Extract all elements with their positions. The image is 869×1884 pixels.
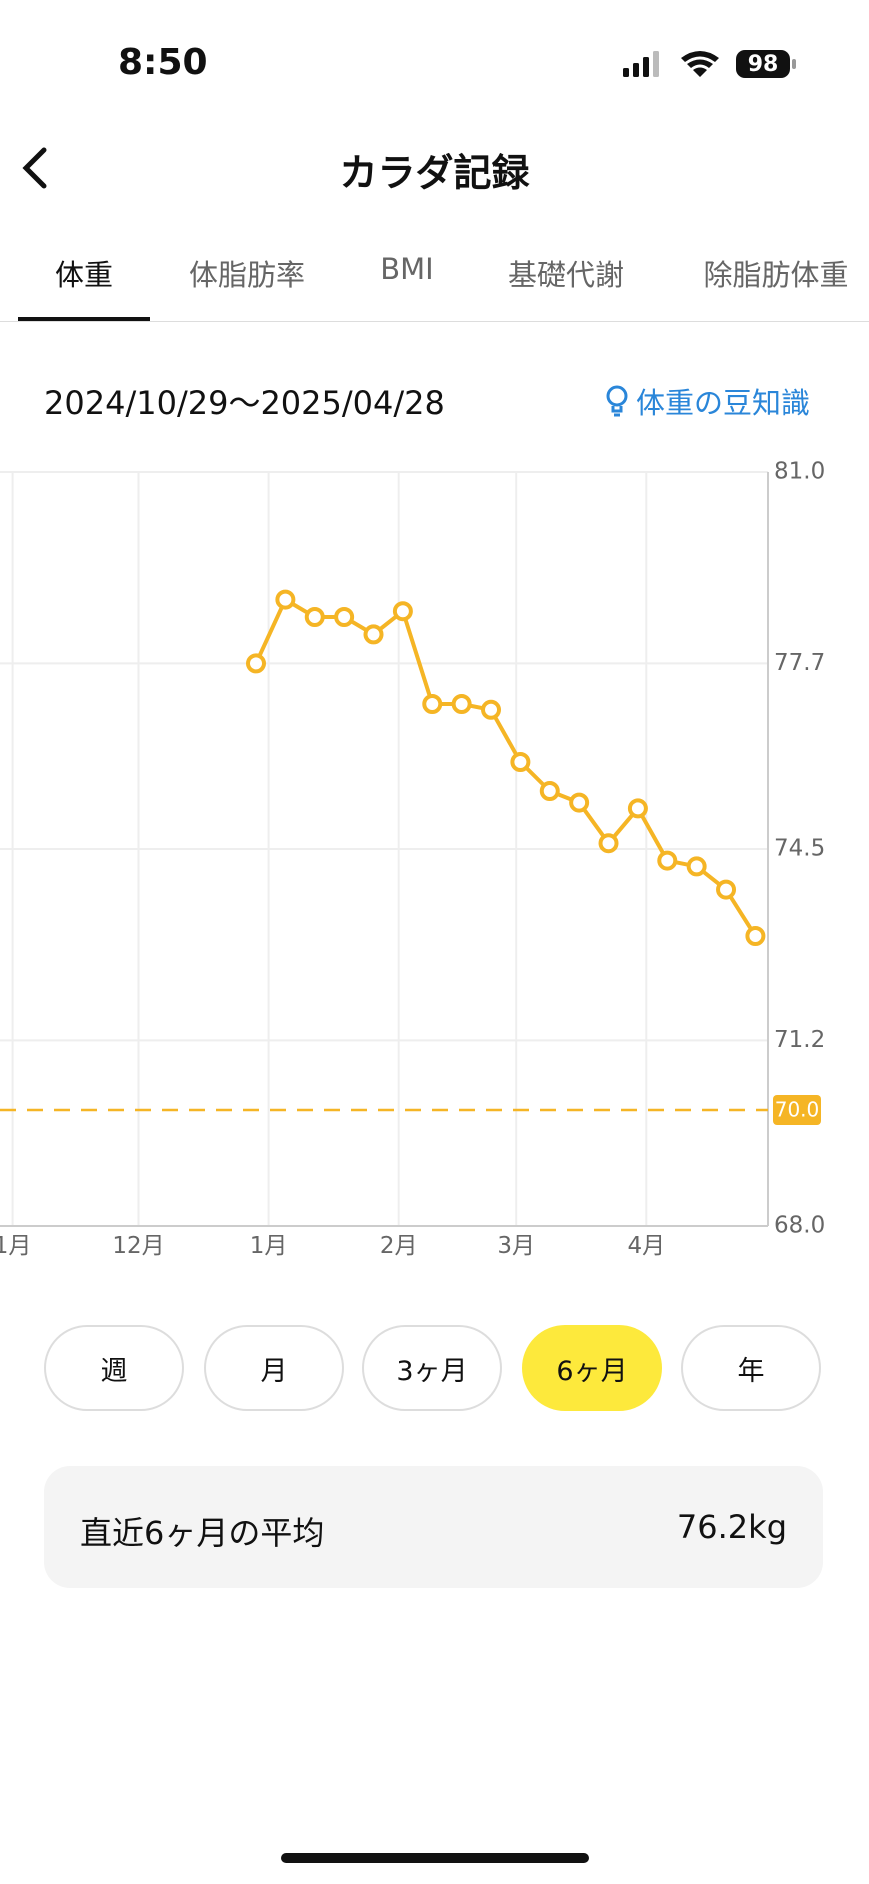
y-tick-label: 77.7 xyxy=(774,650,825,676)
data-point xyxy=(363,624,384,645)
divider xyxy=(0,321,869,322)
data-point xyxy=(481,699,502,720)
x-tick-label: 3月 xyxy=(497,1233,535,1259)
bulb-icon xyxy=(606,385,628,417)
tab[interactable]: 体脂肪率 xyxy=(188,258,306,292)
y-tick-label: 81.0 xyxy=(774,459,825,485)
tab[interactable]: 体重 xyxy=(54,258,114,292)
period-button[interactable]: 月 xyxy=(204,1325,344,1411)
period-button[interactable]: 年 xyxy=(681,1325,821,1411)
status-icons: 98 xyxy=(623,50,796,78)
x-tick-label: 1月 xyxy=(250,1233,288,1259)
data-point xyxy=(422,694,443,714)
data-point xyxy=(451,694,472,714)
data-point xyxy=(569,792,590,813)
status-time: 8:50 xyxy=(118,42,208,83)
data-point xyxy=(539,781,560,801)
data-point xyxy=(716,879,737,900)
summary-value: 76.2kg xyxy=(676,1508,787,1546)
tab[interactable]: 除脂肪体重 xyxy=(703,258,849,292)
x-tick-label: 2月 xyxy=(380,1233,418,1259)
page-title: カラダ記録 xyxy=(339,151,530,195)
chart: 68.0 71.2 74.5 77.7 81.0 1月 12月 1月 2月 3月 4月 70.0 xyxy=(0,459,825,1259)
tip-link[interactable]: 体重の豆知識 xyxy=(604,380,810,422)
data-point xyxy=(510,752,531,772)
summary-card: 直近6ヶ月の平均 76.2kg xyxy=(44,1466,823,1588)
y-tick-label: 68.0 xyxy=(774,1213,825,1239)
data-point xyxy=(745,926,766,946)
period-button[interactable]: 6ヶ月 xyxy=(522,1325,662,1411)
tab[interactable]: 基礎代謝 xyxy=(507,258,625,292)
data-point xyxy=(392,601,413,622)
data-point xyxy=(686,856,707,877)
data-point xyxy=(334,607,355,627)
back-button[interactable] xyxy=(18,146,50,190)
period-button[interactable]: 週 xyxy=(44,1325,184,1411)
x-tick-label: 12月 xyxy=(112,1233,164,1259)
battery-level: 98 xyxy=(748,52,779,77)
tab-indicator xyxy=(18,317,150,321)
date-range: 2024/10/29〜2025/04/28 xyxy=(44,384,445,422)
data-point xyxy=(627,798,648,819)
data-point xyxy=(246,653,266,674)
data-point xyxy=(304,607,325,627)
data-point xyxy=(598,833,619,854)
tab[interactable]: BMI xyxy=(380,252,434,286)
target-label: 70.0 xyxy=(775,1098,820,1122)
weight-line xyxy=(254,597,758,938)
y-tick-label: 74.5 xyxy=(774,836,825,862)
x-tick-label: 1月 xyxy=(0,1233,31,1259)
summary-label: 直近6ヶ月の平均 xyxy=(80,1514,325,1552)
x-tick-label: 4月 xyxy=(627,1233,665,1259)
target-badge xyxy=(773,1095,821,1125)
home-indicator xyxy=(281,1853,589,1863)
tip-link-text: 体重の豆知識 xyxy=(636,386,811,420)
period-button[interactable]: 3ヶ月 xyxy=(362,1325,502,1411)
data-point xyxy=(275,589,296,610)
y-tick-label: 71.2 xyxy=(774,1027,825,1053)
data-point xyxy=(657,850,678,871)
